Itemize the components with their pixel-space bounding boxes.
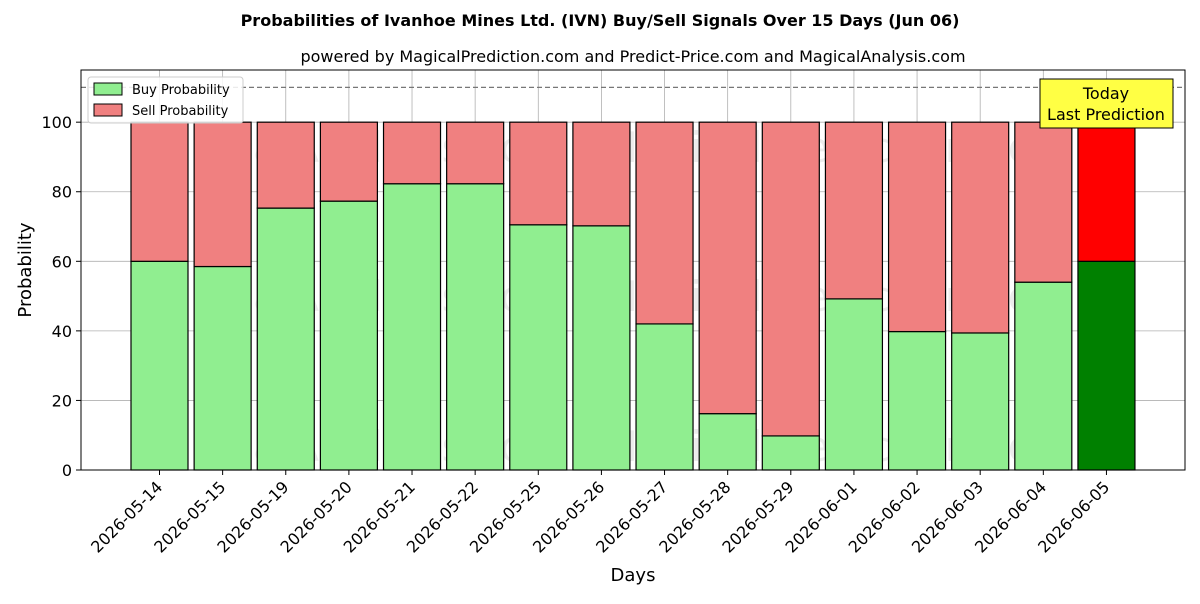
annotation-text: Today bbox=[1082, 84, 1129, 103]
y-axis-label: Probability bbox=[15, 222, 36, 317]
y-tick-label: 100 bbox=[41, 113, 72, 132]
buy-bar bbox=[761, 435, 820, 471]
buy-bar bbox=[509, 224, 568, 471]
sell-bar bbox=[572, 121, 631, 227]
y-tick-label: 80 bbox=[52, 183, 72, 202]
y-axis-ticks: 0 20 40 60 80 100 bbox=[41, 113, 81, 480]
buy-bar bbox=[824, 298, 884, 471]
buy-bar bbox=[572, 225, 631, 471]
buy-bar bbox=[130, 260, 189, 471]
y-tick-label: 40 bbox=[52, 322, 72, 341]
buy-bar bbox=[256, 207, 315, 471]
x-axis-ticks: 2026-05-142026-05-152026-05-192026-05-20… bbox=[87, 470, 1113, 557]
plot-frame bbox=[80, 69, 1186, 471]
buy-bar bbox=[635, 323, 694, 471]
y-tick-label: 60 bbox=[52, 252, 72, 271]
buy-bar bbox=[193, 265, 252, 471]
sell-bar bbox=[1014, 121, 1073, 283]
sell-bar bbox=[509, 121, 568, 226]
annotation-box bbox=[1039, 78, 1174, 129]
buy-bar bbox=[951, 332, 1010, 471]
chart-title: Probabilities of Ivanhoe Mines Ltd. (IVN… bbox=[241, 11, 960, 30]
sell-bar bbox=[446, 121, 505, 185]
annotation-text: Last Prediction bbox=[1047, 105, 1165, 124]
legend: Buy Probability Sell Probability bbox=[87, 76, 244, 124]
y-tick-label: 0 bbox=[62, 461, 72, 480]
sell-bar bbox=[256, 121, 315, 209]
sell-bar bbox=[698, 121, 757, 415]
sell-bar bbox=[1077, 121, 1136, 262]
buy-bar bbox=[319, 200, 378, 471]
sell-bar bbox=[951, 121, 1010, 334]
chart-subtitle: powered by MagicalPrediction.com and Pre… bbox=[300, 47, 965, 66]
buy-bar bbox=[446, 183, 505, 471]
sell-bar bbox=[824, 121, 884, 300]
legend-swatch bbox=[93, 103, 123, 117]
x-axis-label: Days bbox=[611, 565, 656, 586]
sell-bar bbox=[887, 121, 947, 333]
sell-bar bbox=[193, 121, 252, 268]
bars bbox=[130, 121, 1136, 471]
sell-bar bbox=[319, 121, 378, 202]
sell-bar bbox=[635, 121, 694, 325]
buy-bar bbox=[1077, 260, 1136, 471]
sell-bar bbox=[382, 121, 442, 185]
sell-bar bbox=[130, 121, 189, 262]
buy-bar bbox=[382, 183, 442, 471]
legend-swatch bbox=[93, 82, 123, 96]
y-tick-label: 20 bbox=[52, 391, 72, 410]
buy-bar bbox=[698, 413, 757, 471]
sell-bar bbox=[761, 121, 820, 437]
legend-label: Buy Probability bbox=[132, 83, 230, 98]
buy-bar bbox=[1014, 281, 1073, 471]
legend-label: Sell Probability bbox=[132, 104, 229, 119]
buy-bar bbox=[887, 330, 947, 471]
legend-box bbox=[87, 76, 244, 124]
today-annotation: Today Last Prediction bbox=[1039, 78, 1174, 129]
